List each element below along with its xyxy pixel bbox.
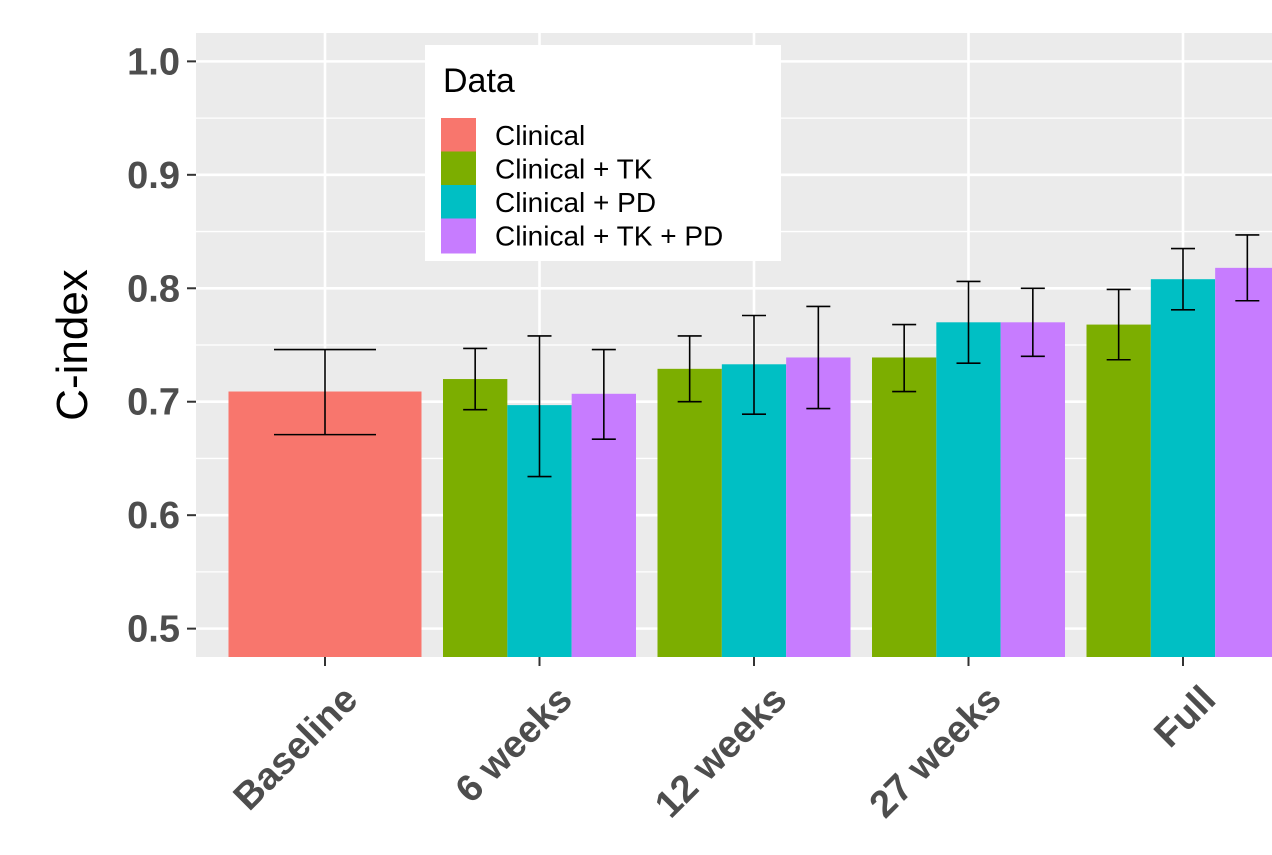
y-tick-label: 0.6 [127, 495, 180, 537]
legend-label: Clinical [495, 120, 585, 151]
legend-title: Data [443, 62, 515, 100]
bar [443, 379, 508, 657]
legend-label: Clinical + TK + PD [495, 221, 723, 252]
x-tick-label: Full [1147, 678, 1224, 755]
bar [1215, 267, 1272, 657]
y-tick-label: 0.8 [127, 268, 180, 310]
x-tick-label: 27 weeks [862, 678, 1010, 826]
error-bars [274, 234, 1260, 478]
y-tick-label: 0.9 [127, 155, 180, 197]
bar [1150, 279, 1216, 657]
legend-swatch [441, 151, 476, 187]
legend-label: Clinical + PD [495, 187, 656, 218]
bar [1000, 322, 1065, 657]
legend-label: Clinical + TK [495, 154, 653, 185]
bar [936, 322, 1001, 657]
x-tick-label: Baseline [226, 678, 366, 818]
legend-swatch [441, 118, 476, 153]
bars [228, 267, 1272, 657]
legend-swatch [441, 218, 476, 254]
legend-swatch [441, 185, 476, 220]
bar [228, 391, 422, 657]
x-tick-label: 12 weeks [647, 678, 795, 826]
bar [1086, 324, 1151, 657]
y-axis-title: C-index [48, 269, 97, 421]
bar [657, 368, 722, 657]
legend-box [425, 45, 781, 261]
y-tick-label: 0.5 [127, 609, 180, 651]
x-tick-label: 6 weeks [448, 678, 581, 811]
y-tick-label: 0.7 [127, 382, 180, 424]
bar [872, 357, 937, 657]
y-tick-label: 1.0 [127, 41, 180, 83]
